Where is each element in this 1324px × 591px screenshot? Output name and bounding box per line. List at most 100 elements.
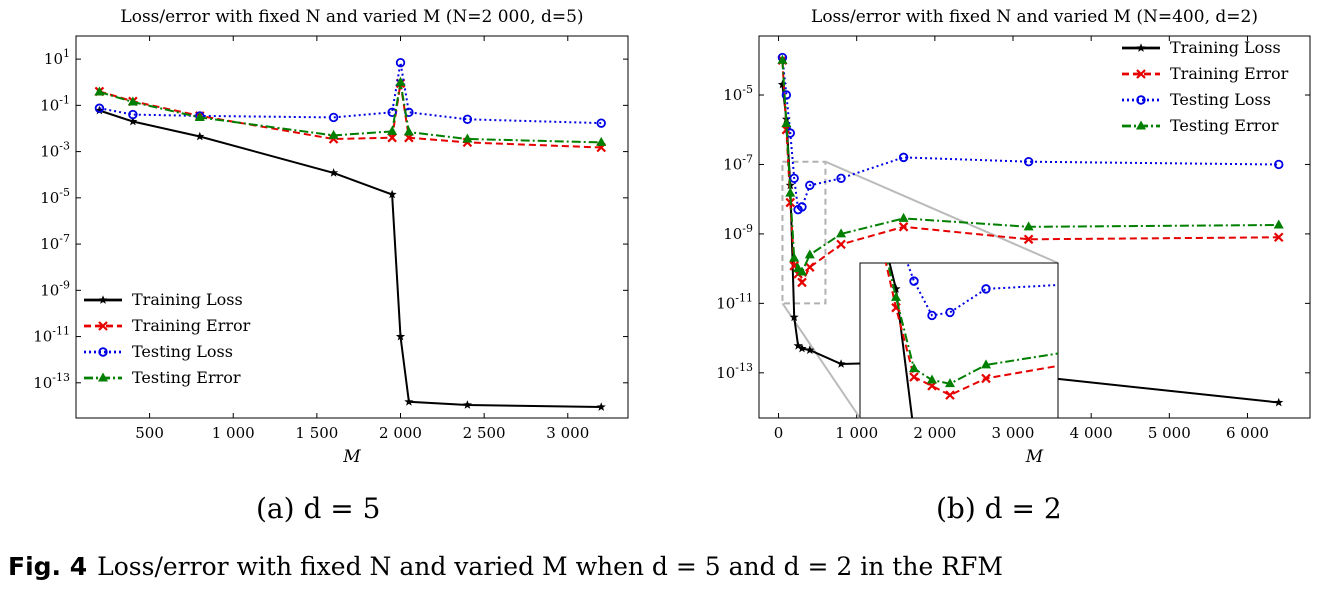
chart-title: Loss/error with fixed N and varied M (N=… bbox=[120, 7, 583, 27]
data-point bbox=[94, 103, 105, 113]
inset-data-point bbox=[945, 378, 955, 388]
legend-item: Training Loss bbox=[84, 290, 243, 309]
y-tick-label: 10-11 bbox=[33, 325, 70, 346]
series-line bbox=[781, 57, 1279, 212]
series-line bbox=[99, 82, 602, 144]
legend-label: Testing Error bbox=[132, 368, 241, 387]
data-point bbox=[777, 54, 788, 64]
data-point bbox=[797, 202, 807, 212]
x-tick-label: 1 500 bbox=[295, 424, 338, 442]
y-tick-label: 10-5 bbox=[40, 186, 70, 207]
data-point bbox=[329, 168, 339, 177]
data-point bbox=[789, 252, 800, 262]
data-point bbox=[404, 397, 414, 406]
chart-b: Loss/error with fixed N and varied M (N=… bbox=[716, 7, 1311, 467]
inset-series-testing-error bbox=[886, 263, 1058, 388]
x-tick-label: 1 000 bbox=[212, 424, 255, 442]
legend-label: Training Error bbox=[132, 316, 251, 335]
data-point bbox=[898, 152, 909, 163]
inset-data-point bbox=[945, 390, 955, 400]
legend: Training Loss Training Error Testing Loss T… bbox=[84, 290, 251, 387]
data-point bbox=[387, 132, 397, 143]
x-tick-label: 500 bbox=[135, 424, 164, 442]
x-tick-label: 6 000 bbox=[1226, 424, 1269, 442]
data-point bbox=[1274, 397, 1284, 407]
data-point bbox=[395, 76, 406, 86]
legend-item: Testing Error bbox=[84, 368, 241, 387]
data-point bbox=[1023, 221, 1034, 231]
data-point bbox=[1274, 159, 1284, 170]
legend-item: Training Loss bbox=[1122, 38, 1281, 57]
series-testing-loss bbox=[94, 58, 606, 128]
data-point bbox=[596, 136, 607, 146]
subfigure-a-label: (a) d = 5 bbox=[256, 492, 381, 525]
data-point bbox=[1023, 234, 1034, 245]
inset-data-point bbox=[909, 363, 919, 373]
y-tick-label: 10-13 bbox=[716, 361, 753, 382]
data-point bbox=[462, 400, 472, 409]
x-tick-label: 3 000 bbox=[546, 424, 589, 442]
data-point bbox=[462, 133, 473, 143]
y-tick-label: 10-13 bbox=[33, 371, 70, 392]
inset-data-point bbox=[927, 310, 937, 321]
inset-series-testing-loss bbox=[906, 263, 1058, 321]
zoom-connector bbox=[825, 160, 1059, 264]
x-tick-label: 2 000 bbox=[913, 424, 956, 442]
data-point bbox=[328, 129, 339, 139]
series-training-loss bbox=[94, 105, 606, 411]
x-tick-label: 0 bbox=[774, 424, 784, 442]
subfigure-b-label: (b) d = 2 bbox=[936, 492, 1062, 525]
data-point bbox=[462, 114, 473, 124]
figure-caption: Fig. 4 Loss/error with fixed N and varied… bbox=[8, 552, 1003, 581]
data-point bbox=[805, 180, 815, 191]
x-tick-label: 5 000 bbox=[1148, 424, 1191, 442]
data-point bbox=[328, 112, 339, 123]
data-point bbox=[403, 126, 414, 136]
x-tick-label: 4 000 bbox=[1070, 424, 1113, 442]
y-tick-label: 10-5 bbox=[723, 83, 753, 104]
data-point bbox=[785, 187, 796, 197]
series-line bbox=[781, 60, 1279, 274]
legend-marker bbox=[98, 372, 108, 382]
legend-item: Testing Loss bbox=[1122, 90, 1271, 109]
x-tick-label: 2 500 bbox=[463, 424, 506, 442]
y-tick-label: 10-3 bbox=[40, 140, 70, 161]
x-tick-label: 3 000 bbox=[992, 424, 1035, 442]
y-tick-label: 10-11 bbox=[716, 291, 753, 312]
data-point bbox=[836, 239, 846, 250]
legend-item: Training Error bbox=[1122, 64, 1289, 83]
legend-label: Training Error bbox=[1170, 64, 1289, 83]
series-testing-error bbox=[777, 54, 1284, 276]
legend-label: Training Loss bbox=[1170, 38, 1281, 57]
data-point bbox=[387, 125, 398, 135]
inset-series-training-loss bbox=[888, 263, 914, 418]
legend-marker bbox=[1136, 95, 1146, 105]
data-point bbox=[793, 341, 803, 350]
data-point bbox=[94, 105, 104, 115]
data-point bbox=[194, 111, 205, 121]
y-tick-label: 101 bbox=[44, 47, 70, 68]
data-point bbox=[94, 86, 105, 96]
data-point bbox=[777, 79, 787, 89]
legend-label: Testing Loss bbox=[132, 342, 233, 361]
chart-title: Loss/error with fixed N and varied M (N=… bbox=[811, 7, 1258, 27]
inset-data-point bbox=[981, 359, 991, 369]
x-tick-label: 2 000 bbox=[379, 424, 422, 442]
inset-data-point bbox=[981, 284, 991, 294]
series-testing-error bbox=[94, 76, 607, 146]
data-point bbox=[789, 312, 799, 322]
data-point bbox=[805, 345, 815, 354]
data-point bbox=[387, 189, 397, 199]
y-tick-label: 10-1 bbox=[40, 93, 70, 114]
legend-label: Testing Error bbox=[1170, 116, 1279, 135]
data-point bbox=[1023, 157, 1034, 167]
inset-data-point bbox=[981, 373, 991, 384]
data-point bbox=[797, 277, 807, 288]
inset-data-point bbox=[909, 372, 919, 382]
caption-label: Fig. 4 bbox=[8, 552, 88, 581]
plot-frame bbox=[75, 35, 629, 419]
data-point bbox=[395, 331, 406, 341]
inset-data-point bbox=[909, 276, 919, 286]
inset-data-point bbox=[891, 291, 901, 301]
